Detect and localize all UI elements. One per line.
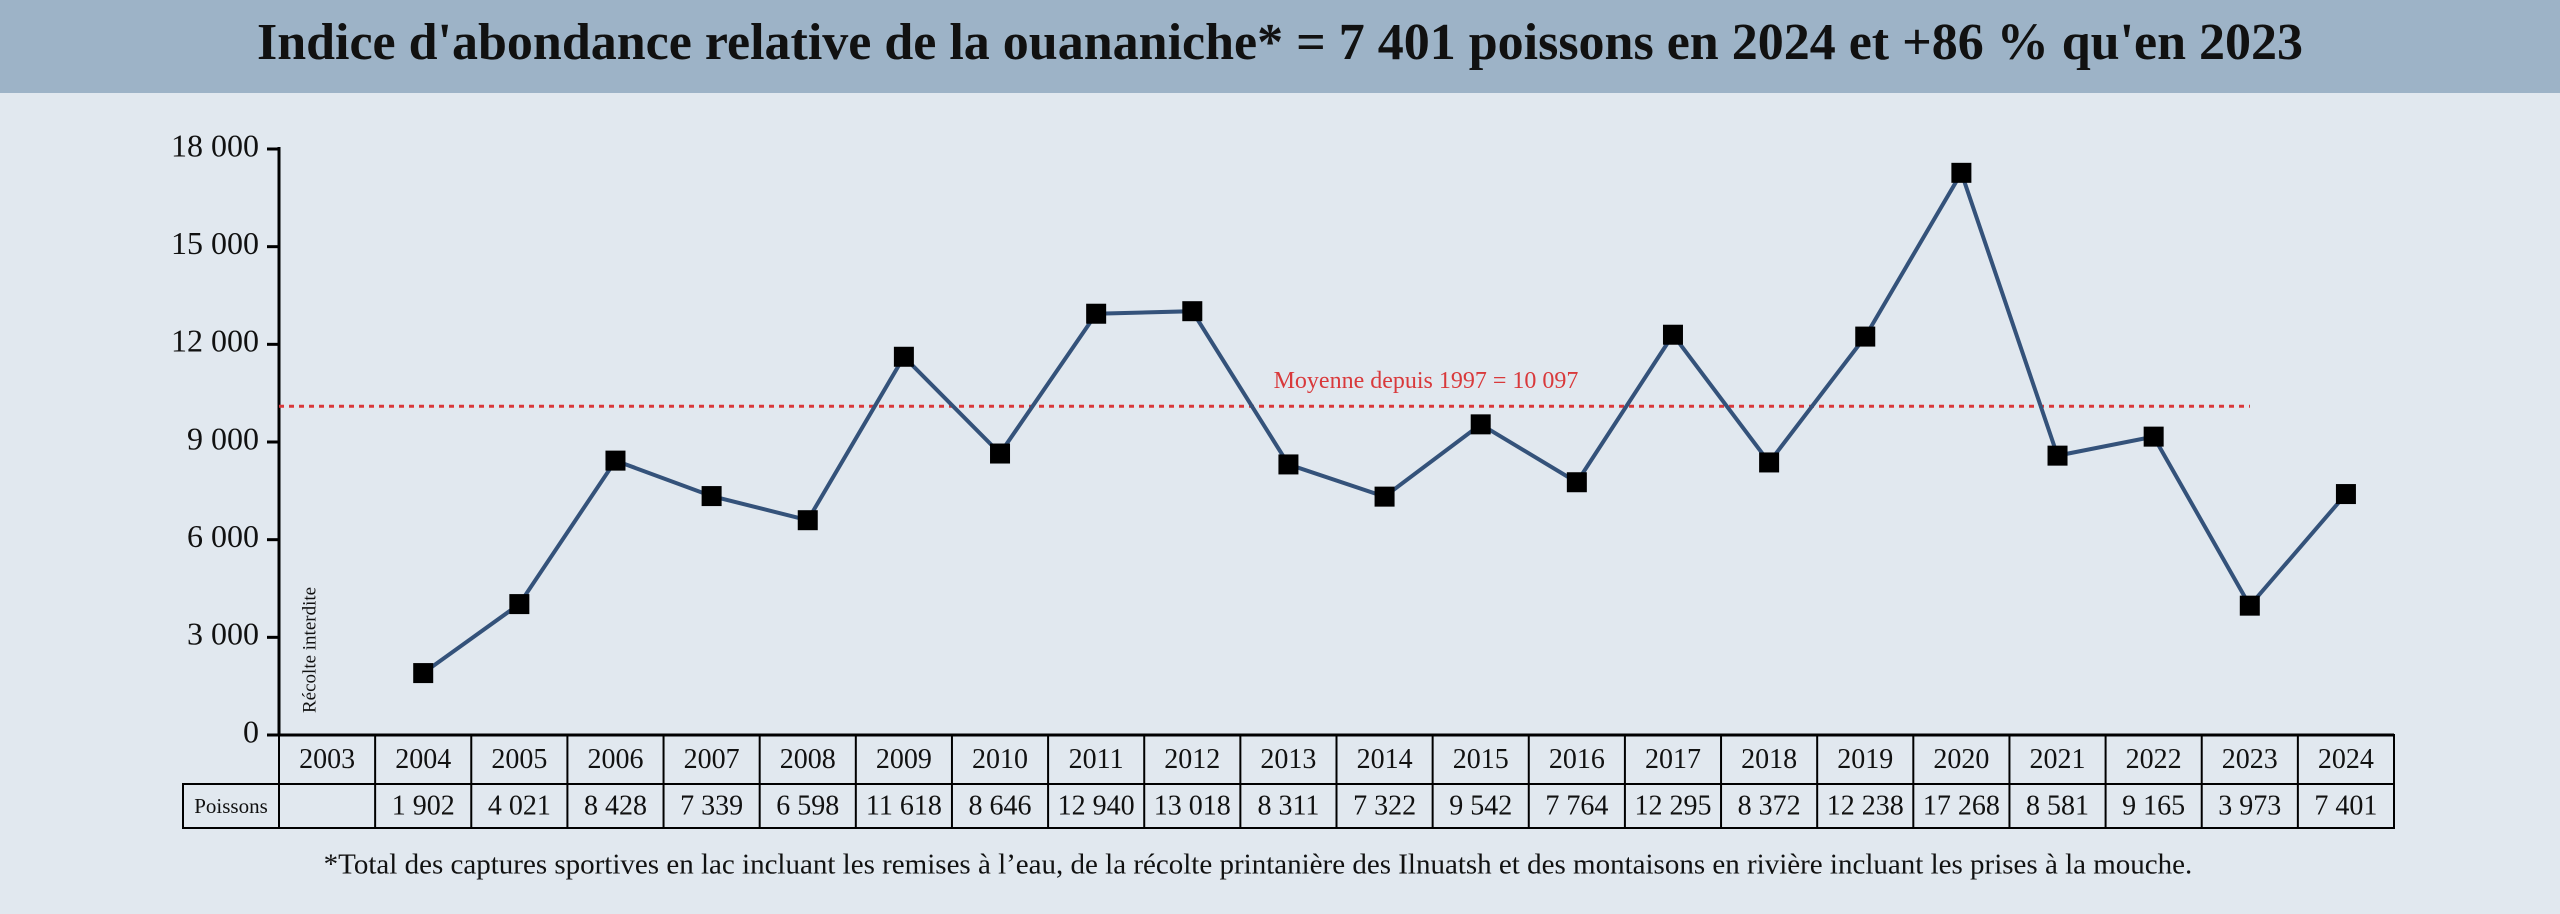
value-label: 8 311 — [1257, 790, 1319, 821]
value-label: 9 165 — [2122, 790, 2185, 821]
value-label: 1 902 — [392, 790, 455, 821]
x-tick-label: 2007 — [684, 744, 740, 775]
y-tick-label: 0 — [243, 713, 259, 749]
annotation: Récolte interdite — [299, 587, 320, 713]
marker — [2335, 484, 2356, 505]
x-tick-label: 2022 — [2126, 744, 2182, 775]
marker — [413, 663, 434, 684]
marker — [509, 594, 530, 615]
marker — [2239, 595, 2260, 616]
value-label: 12 940 — [1058, 790, 1135, 821]
value-label: 17 268 — [1923, 790, 2000, 821]
x-tick-label: 2014 — [1357, 744, 1413, 775]
x-tick-label: 2008 — [780, 744, 836, 775]
y-tick-label: 12 000 — [171, 323, 259, 359]
value-label: 7 401 — [2314, 790, 2377, 821]
x-tick-label: 2010 — [972, 744, 1028, 775]
marker — [990, 443, 1011, 464]
x-tick-label: 2011 — [1069, 744, 1124, 775]
y-tick-label: 18 000 — [171, 127, 259, 163]
value-label: 8 372 — [1738, 790, 1801, 821]
marker — [1662, 324, 1683, 345]
value-label: 8 581 — [2026, 790, 2089, 821]
y-tick-label: 3 000 — [187, 616, 259, 652]
value-label: 6 598 — [776, 790, 839, 821]
marker — [1470, 414, 1491, 435]
value-label: 7 339 — [680, 790, 743, 821]
value-label: 9 542 — [1449, 790, 1512, 821]
y-tick-label: 9 000 — [187, 420, 259, 456]
x-tick-label: 2013 — [1260, 744, 1316, 775]
value-label: 7 764 — [1545, 790, 1608, 821]
x-tick-label: 2005 — [491, 744, 547, 775]
marker — [1951, 162, 1972, 183]
value-label: 12 295 — [1634, 790, 1711, 821]
y-tick-label: 15 000 — [171, 225, 259, 261]
x-tick-label: 2003 — [299, 744, 355, 775]
marker — [1374, 486, 1395, 507]
marker — [605, 450, 626, 471]
x-tick-label: 2018 — [1741, 744, 1797, 775]
x-tick-label: 2006 — [587, 744, 643, 775]
value-label: 4 021 — [488, 790, 551, 821]
marker — [1759, 452, 1780, 473]
series-line — [422, 168, 2348, 675]
x-tick-label: 2019 — [1837, 744, 1893, 775]
value-label: 13 018 — [1154, 790, 1231, 821]
title-bar — [0, 0, 2560, 93]
x-tick-label: 2021 — [2030, 744, 2086, 775]
marker — [1566, 472, 1587, 493]
value-label: 12 238 — [1827, 790, 1904, 821]
x-tick-label: 2009 — [876, 744, 932, 775]
y-tick-label: 6 000 — [187, 518, 259, 554]
x-tick-label: 2017 — [1645, 744, 1701, 775]
x-tick-label: 2024 — [2318, 744, 2374, 775]
chart-title: Indice d'abondance relative de la ouanan… — [257, 14, 2303, 71]
value-label: 8 428 — [584, 790, 647, 821]
x-tick-label: 2023 — [2222, 744, 2278, 775]
footnote: *Total des captures sportives en lac inc… — [324, 849, 2193, 881]
x-tick-label: 2020 — [1933, 744, 1989, 775]
marker — [797, 510, 818, 531]
marker — [893, 346, 914, 367]
marker — [2143, 426, 2164, 447]
x-tick-label: 2015 — [1453, 744, 1509, 775]
x-tick-label: 2016 — [1549, 744, 1605, 775]
x-tick-label: 2012 — [1164, 744, 1220, 775]
marker — [1086, 303, 1107, 324]
marker — [1278, 454, 1299, 475]
value-label: 8 646 — [969, 790, 1032, 821]
marker — [1855, 326, 1876, 347]
value-label: 7 322 — [1353, 790, 1416, 821]
marker — [2047, 445, 2068, 466]
x-tick-label: 2004 — [395, 744, 451, 775]
marker — [701, 486, 722, 507]
mean-label: Moyenne depuis 1997 = 10 097 — [1274, 368, 1579, 394]
series-name: Poissons — [194, 794, 268, 818]
value-label: 3 973 — [2218, 790, 2281, 821]
marker — [1182, 301, 1203, 322]
value-label: 11 618 — [866, 790, 942, 821]
